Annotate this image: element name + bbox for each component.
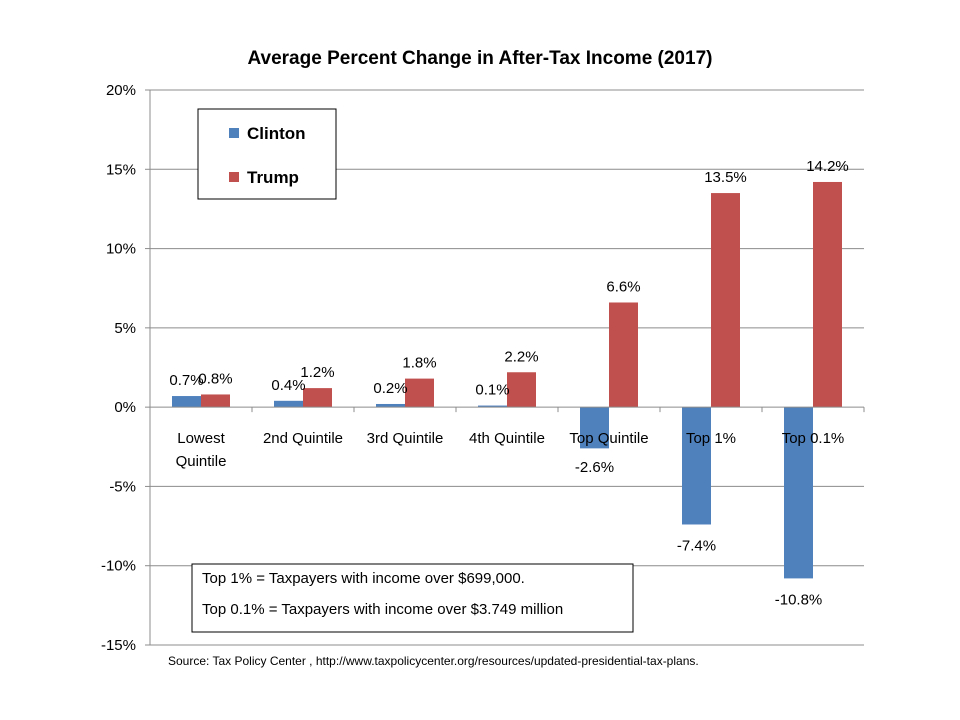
y-tick-label: -15% [101,637,136,654]
bar-clinton-6 [784,407,813,579]
data-label-clinton-2: 0.2% [373,380,407,397]
data-label-clinton-0: 0.7% [169,372,203,389]
y-tick-label: -10% [101,558,136,575]
data-label-clinton-5: -7.4% [677,537,716,554]
note-line-top01: Top 0.1% = Taxpayers with income over $3… [202,601,563,618]
y-tick-label: 20% [106,82,136,99]
bar-clinton-4 [580,407,609,449]
data-label-clinton-1: 0.4% [271,377,305,394]
x-tick-label: Top Quintile [569,430,648,447]
data-label-trump-4: 6.6% [606,278,640,295]
data-label-trump-3: 2.2% [504,348,538,365]
legend-label-clinton: Clinton [247,124,306,143]
data-label-trump-2: 1.8% [402,355,436,372]
data-label-clinton-4: -2.6% [575,459,614,476]
legend-swatch-clinton [229,128,239,138]
axes [145,89,865,646]
category-labels: Lowest Quintile 2nd Quintile 3rd Quintile 4t… [176,430,845,470]
bar-clinton-3 [478,405,507,408]
bar-trump-6 [813,181,842,408]
x-tick-label: Top 1% [686,430,736,447]
legend-swatch-trump [229,172,239,182]
bar-clinton-2 [376,403,405,408]
bar-clinton-5 [682,407,711,525]
x-tick-label: Lowest [177,430,225,447]
note-line-top1: Top 1% = Taxpayers with income over $699… [202,570,525,587]
source-note: Source: Tax Policy Center , http://www.t… [168,654,699,668]
y-axis-ticks: 20% 15% 10% 5% 0% -5% -10% -15% [101,82,136,654]
bar-trump-4 [609,302,638,408]
data-label-clinton-6: -10.8% [775,591,823,608]
legend: Clinton Trump [197,108,337,200]
y-tick-label: -5% [109,478,136,495]
y-tick-label: 15% [106,161,136,178]
bars [172,181,842,579]
data-labels: 0.7% 0.4% 0.2% 0.1% -2.6% -7.4% -10.8% 0.8% 1.2%… [169,158,848,608]
x-tick-label: 2nd Quintile [263,430,343,447]
x-tick-label: Quintile [176,453,227,470]
bar-trump-1 [303,388,332,408]
y-tick-label: 5% [114,320,136,337]
y-tick-label: 10% [106,241,136,258]
data-label-clinton-3: 0.1% [475,382,509,399]
bar-trump-5 [711,193,740,408]
legend-label-trump: Trump [247,168,299,187]
y-tick-label: 0% [114,399,136,416]
bar-trump-3 [507,372,536,408]
chart-title: Average Percent Change in After-Tax Inco… [248,48,713,69]
bar-trump-2 [405,378,434,408]
note-box: Top 1% = Taxpayers with income over $699… [191,563,634,633]
x-tick-label: 4th Quintile [469,430,545,447]
bar-trump-0 [201,394,230,408]
data-label-trump-1: 1.2% [300,364,334,381]
x-tick-label: 3rd Quintile [367,430,444,447]
bar-clinton-1 [274,400,303,408]
data-label-trump-5: 13.5% [704,169,747,186]
data-label-trump-0: 0.8% [198,370,232,387]
legend-box [197,108,337,200]
x-tick-label: Top 0.1% [782,430,845,447]
note-border [191,563,634,633]
bar-clinton-0 [172,396,201,408]
data-label-trump-6: 14.2% [806,158,849,175]
